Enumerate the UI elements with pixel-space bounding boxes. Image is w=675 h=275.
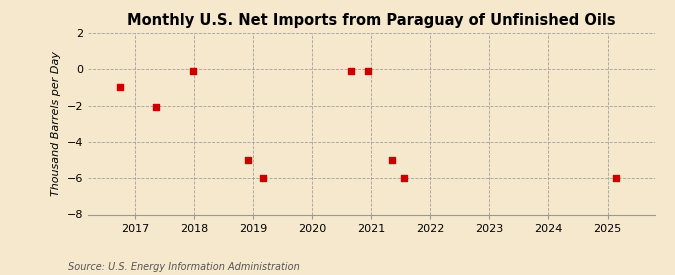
- Point: [398, 176, 409, 180]
- Point: [611, 176, 622, 180]
- Point: [387, 158, 398, 162]
- Title: Monthly U.S. Net Imports from Paraguay of Unfinished Oils: Monthly U.S. Net Imports from Paraguay o…: [127, 13, 616, 28]
- Point: [115, 85, 126, 90]
- Text: Source: U.S. Energy Information Administration: Source: U.S. Energy Information Administ…: [68, 262, 299, 272]
- Point: [258, 176, 269, 180]
- Point: [151, 105, 161, 110]
- Y-axis label: Thousand Barrels per Day: Thousand Barrels per Day: [51, 51, 61, 196]
- Point: [243, 158, 254, 162]
- Point: [363, 69, 374, 73]
- Point: [345, 69, 356, 73]
- Point: [188, 69, 198, 73]
